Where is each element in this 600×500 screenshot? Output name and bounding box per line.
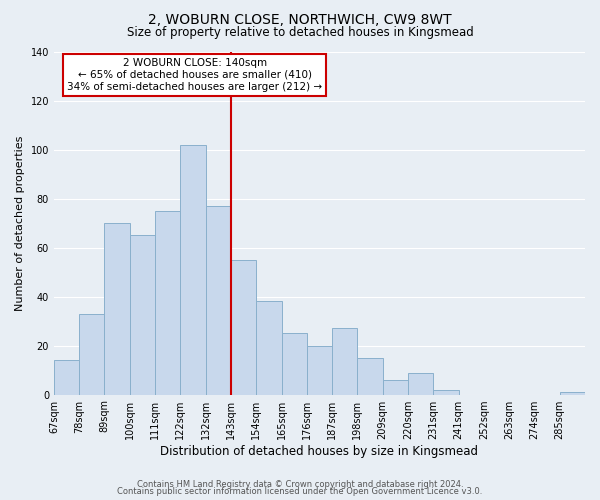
Text: Contains HM Land Registry data © Crown copyright and database right 2024.: Contains HM Land Registry data © Crown c… — [137, 480, 463, 489]
X-axis label: Distribution of detached houses by size in Kingsmead: Distribution of detached houses by size … — [160, 444, 478, 458]
Bar — [54, 360, 79, 394]
Bar — [307, 346, 332, 395]
Text: Size of property relative to detached houses in Kingsmead: Size of property relative to detached ho… — [127, 26, 473, 39]
Bar — [155, 211, 181, 394]
Bar — [181, 144, 206, 394]
Text: Contains public sector information licensed under the Open Government Licence v3: Contains public sector information licen… — [118, 488, 482, 496]
Text: 2 WOBURN CLOSE: 140sqm
← 65% of detached houses are smaller (410)
34% of semi-de: 2 WOBURN CLOSE: 140sqm ← 65% of detached… — [67, 58, 322, 92]
Bar — [281, 334, 307, 394]
Text: 2, WOBURN CLOSE, NORTHWICH, CW9 8WT: 2, WOBURN CLOSE, NORTHWICH, CW9 8WT — [148, 12, 452, 26]
Bar — [104, 223, 130, 394]
Bar — [358, 358, 383, 395]
Bar — [408, 372, 433, 394]
Bar — [332, 328, 358, 394]
Bar — [206, 206, 231, 394]
Bar — [383, 380, 408, 394]
Bar — [130, 236, 155, 394]
Bar — [433, 390, 458, 394]
Bar — [79, 314, 104, 394]
Bar — [231, 260, 256, 394]
Y-axis label: Number of detached properties: Number of detached properties — [15, 136, 25, 310]
Bar — [256, 302, 281, 394]
Bar — [560, 392, 585, 394]
